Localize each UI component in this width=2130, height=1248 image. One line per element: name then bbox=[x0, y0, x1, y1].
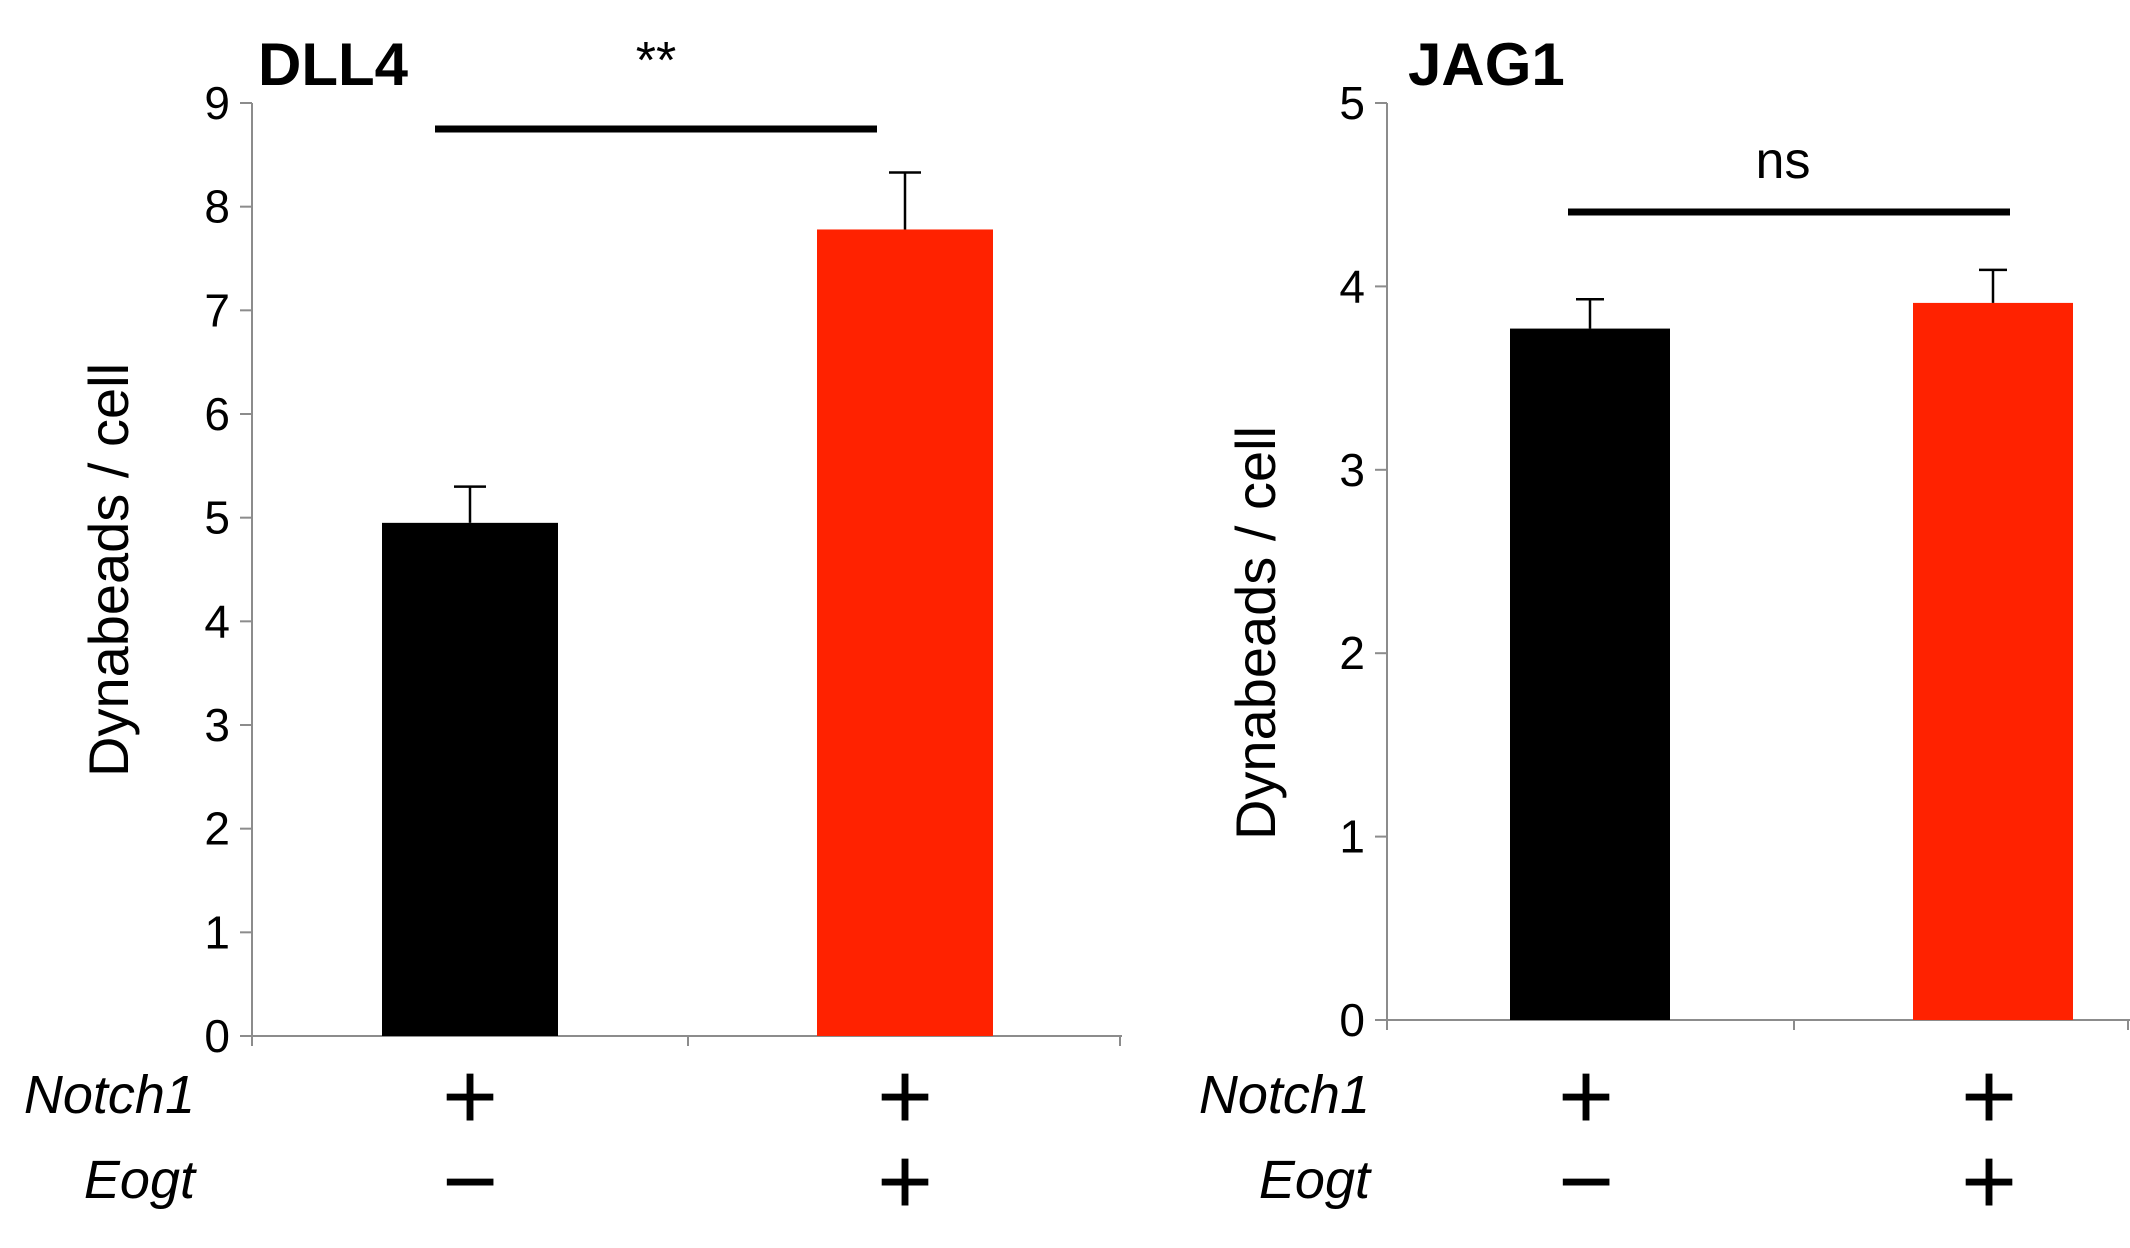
y-axis-label: Dynabeads / cell bbox=[77, 363, 140, 777]
genotype-sign: + bbox=[1558, 1043, 1614, 1150]
y-tick-label: 1 bbox=[1339, 811, 1365, 863]
bar bbox=[382, 522, 558, 1036]
y-tick-label: 1 bbox=[204, 906, 230, 958]
bar bbox=[817, 229, 993, 1036]
y-tick-label: 2 bbox=[204, 803, 230, 855]
genotype-sign: + bbox=[877, 1043, 933, 1150]
y-axis-label: Dynabeads / cell bbox=[1224, 426, 1287, 840]
y-tick-label: 5 bbox=[204, 492, 230, 544]
y-tick-label: 7 bbox=[204, 284, 230, 336]
y-tick-label: 6 bbox=[204, 388, 230, 440]
genotype-row-label: Notch1 bbox=[24, 1065, 195, 1125]
genotype-sign: − bbox=[1558, 1128, 1614, 1235]
bar bbox=[1510, 328, 1670, 1020]
significance-label: ns bbox=[1756, 132, 1811, 190]
genotype-sign: + bbox=[442, 1043, 498, 1150]
y-tick-label: 2 bbox=[1339, 627, 1365, 679]
genotype-row-label: Eogt bbox=[1259, 1150, 1372, 1210]
y-tick-label: 4 bbox=[204, 595, 230, 647]
bar bbox=[1913, 302, 2073, 1020]
y-tick-label: 9 bbox=[204, 77, 230, 129]
y-tick-label: 3 bbox=[204, 699, 230, 751]
y-tick-label: 0 bbox=[1339, 994, 1365, 1046]
panel-title: DLL4 bbox=[258, 31, 409, 98]
panel-title: JAG1 bbox=[1408, 31, 1565, 98]
y-tick-label: 5 bbox=[1339, 77, 1365, 129]
genotype-row-label: Notch1 bbox=[1199, 1065, 1370, 1125]
significance-label: ** bbox=[636, 32, 676, 90]
y-tick-label: 4 bbox=[1339, 260, 1365, 312]
genotype-sign: + bbox=[877, 1128, 933, 1235]
genotype-sign: − bbox=[442, 1128, 498, 1235]
y-tick-label: 3 bbox=[1339, 444, 1365, 496]
genotype-sign: + bbox=[1961, 1043, 2017, 1150]
y-tick-label: 8 bbox=[204, 181, 230, 233]
y-tick-label: 0 bbox=[204, 1010, 230, 1062]
genotype-sign: + bbox=[1961, 1128, 2017, 1235]
genotype-row-label: Eogt bbox=[84, 1150, 197, 1210]
